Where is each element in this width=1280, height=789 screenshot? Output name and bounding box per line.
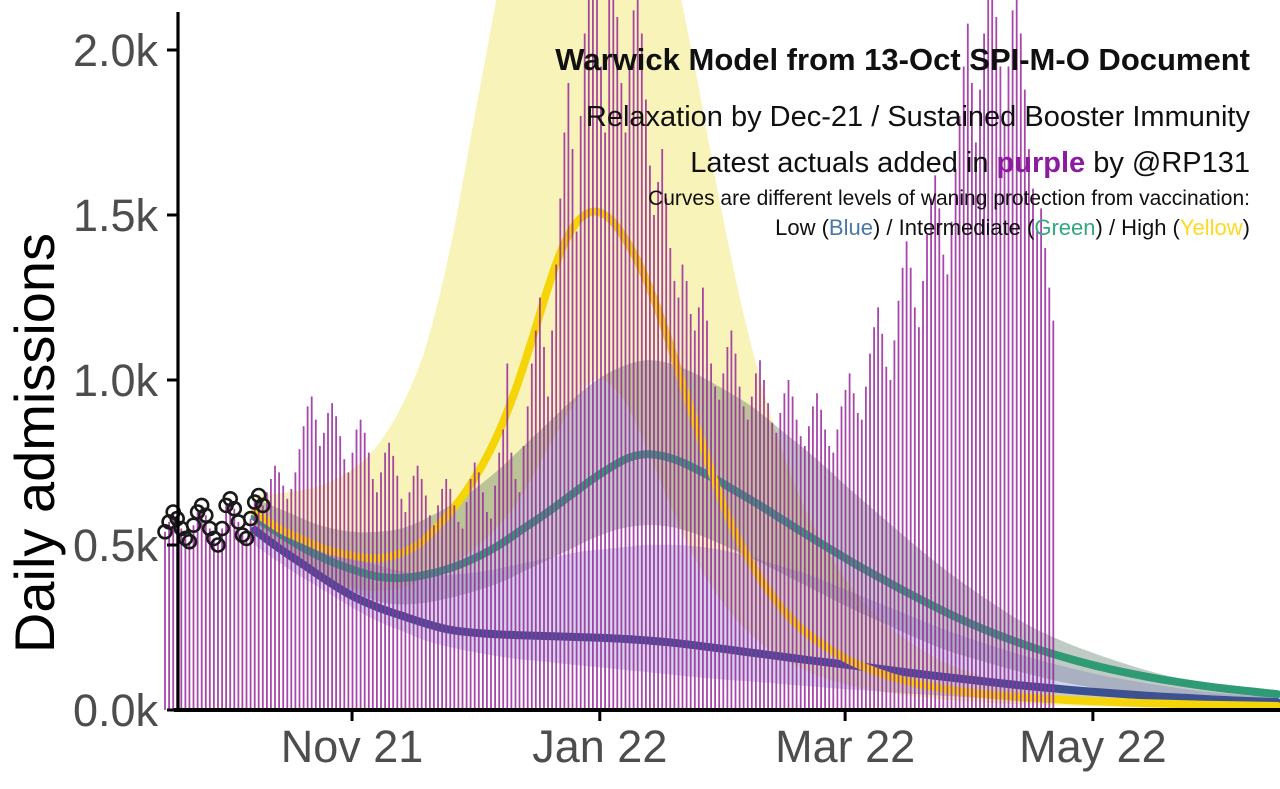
band-intermediate-waning-green — [254, 360, 1278, 704]
x-axis-tick-label: Jan 22 — [532, 721, 668, 772]
chart-credit-line: Latest actuals added in purple by @RP131 — [690, 147, 1250, 180]
waning-legend: Low (Blue) / Intermediate (Green) / High… — [775, 215, 1250, 241]
credit-post-text: by @RP131 — [1085, 147, 1250, 179]
x-axis-tick-label: May 22 — [1019, 721, 1167, 772]
document-actual-point — [185, 517, 202, 534]
legend-high-post: ) — [1242, 215, 1250, 240]
document-actual-point — [254, 497, 271, 514]
document-actual-point — [214, 520, 230, 537]
band-high-waning-yellow — [254, 0, 1278, 709]
y-axis-tick-label: 0.5k — [72, 520, 158, 571]
y-axis-tick-label: 1.5k — [72, 190, 158, 241]
purple-word: purple — [996, 147, 1086, 179]
legend-high-pre: ) / High ( — [1095, 215, 1180, 240]
document-actual-point — [210, 537, 226, 553]
y-axis-tick-label: 2.0k — [72, 25, 158, 76]
credit-pre-text: Latest actuals added in — [690, 147, 997, 179]
band-low-waning-blue — [254, 512, 1278, 708]
waning-note: Curves are different levels of waning pr… — [648, 187, 1250, 210]
x-axis-tick-label: Mar 22 — [775, 721, 916, 772]
document-actual-point — [181, 533, 198, 550]
legend-mid-pre: ) / Intermediate ( — [872, 215, 1035, 240]
legend-green-word: Green — [1034, 215, 1096, 240]
chart-title: Warwick Model from 13-Oct SPI-M-O Docume… — [555, 42, 1250, 77]
legend-blue-word: Blue — [828, 215, 873, 240]
y-axis-tick-label: 1.0k — [72, 355, 158, 406]
x-axis-tick-label: Nov 21 — [280, 721, 424, 772]
legend-yellow-word: Yellow — [1179, 215, 1243, 240]
document-actual-point — [198, 507, 214, 524]
chart-subtitle: Relaxation by Dec-21 / Sustained Booster… — [585, 101, 1250, 133]
document-actual-point — [234, 527, 251, 543]
document-actual-point — [226, 500, 243, 517]
y-axis-tick-label: 0.0k — [72, 685, 158, 736]
document-actual-point — [238, 530, 255, 547]
legend-low-pre: Low ( — [775, 215, 829, 240]
document-actual-point — [242, 510, 259, 527]
